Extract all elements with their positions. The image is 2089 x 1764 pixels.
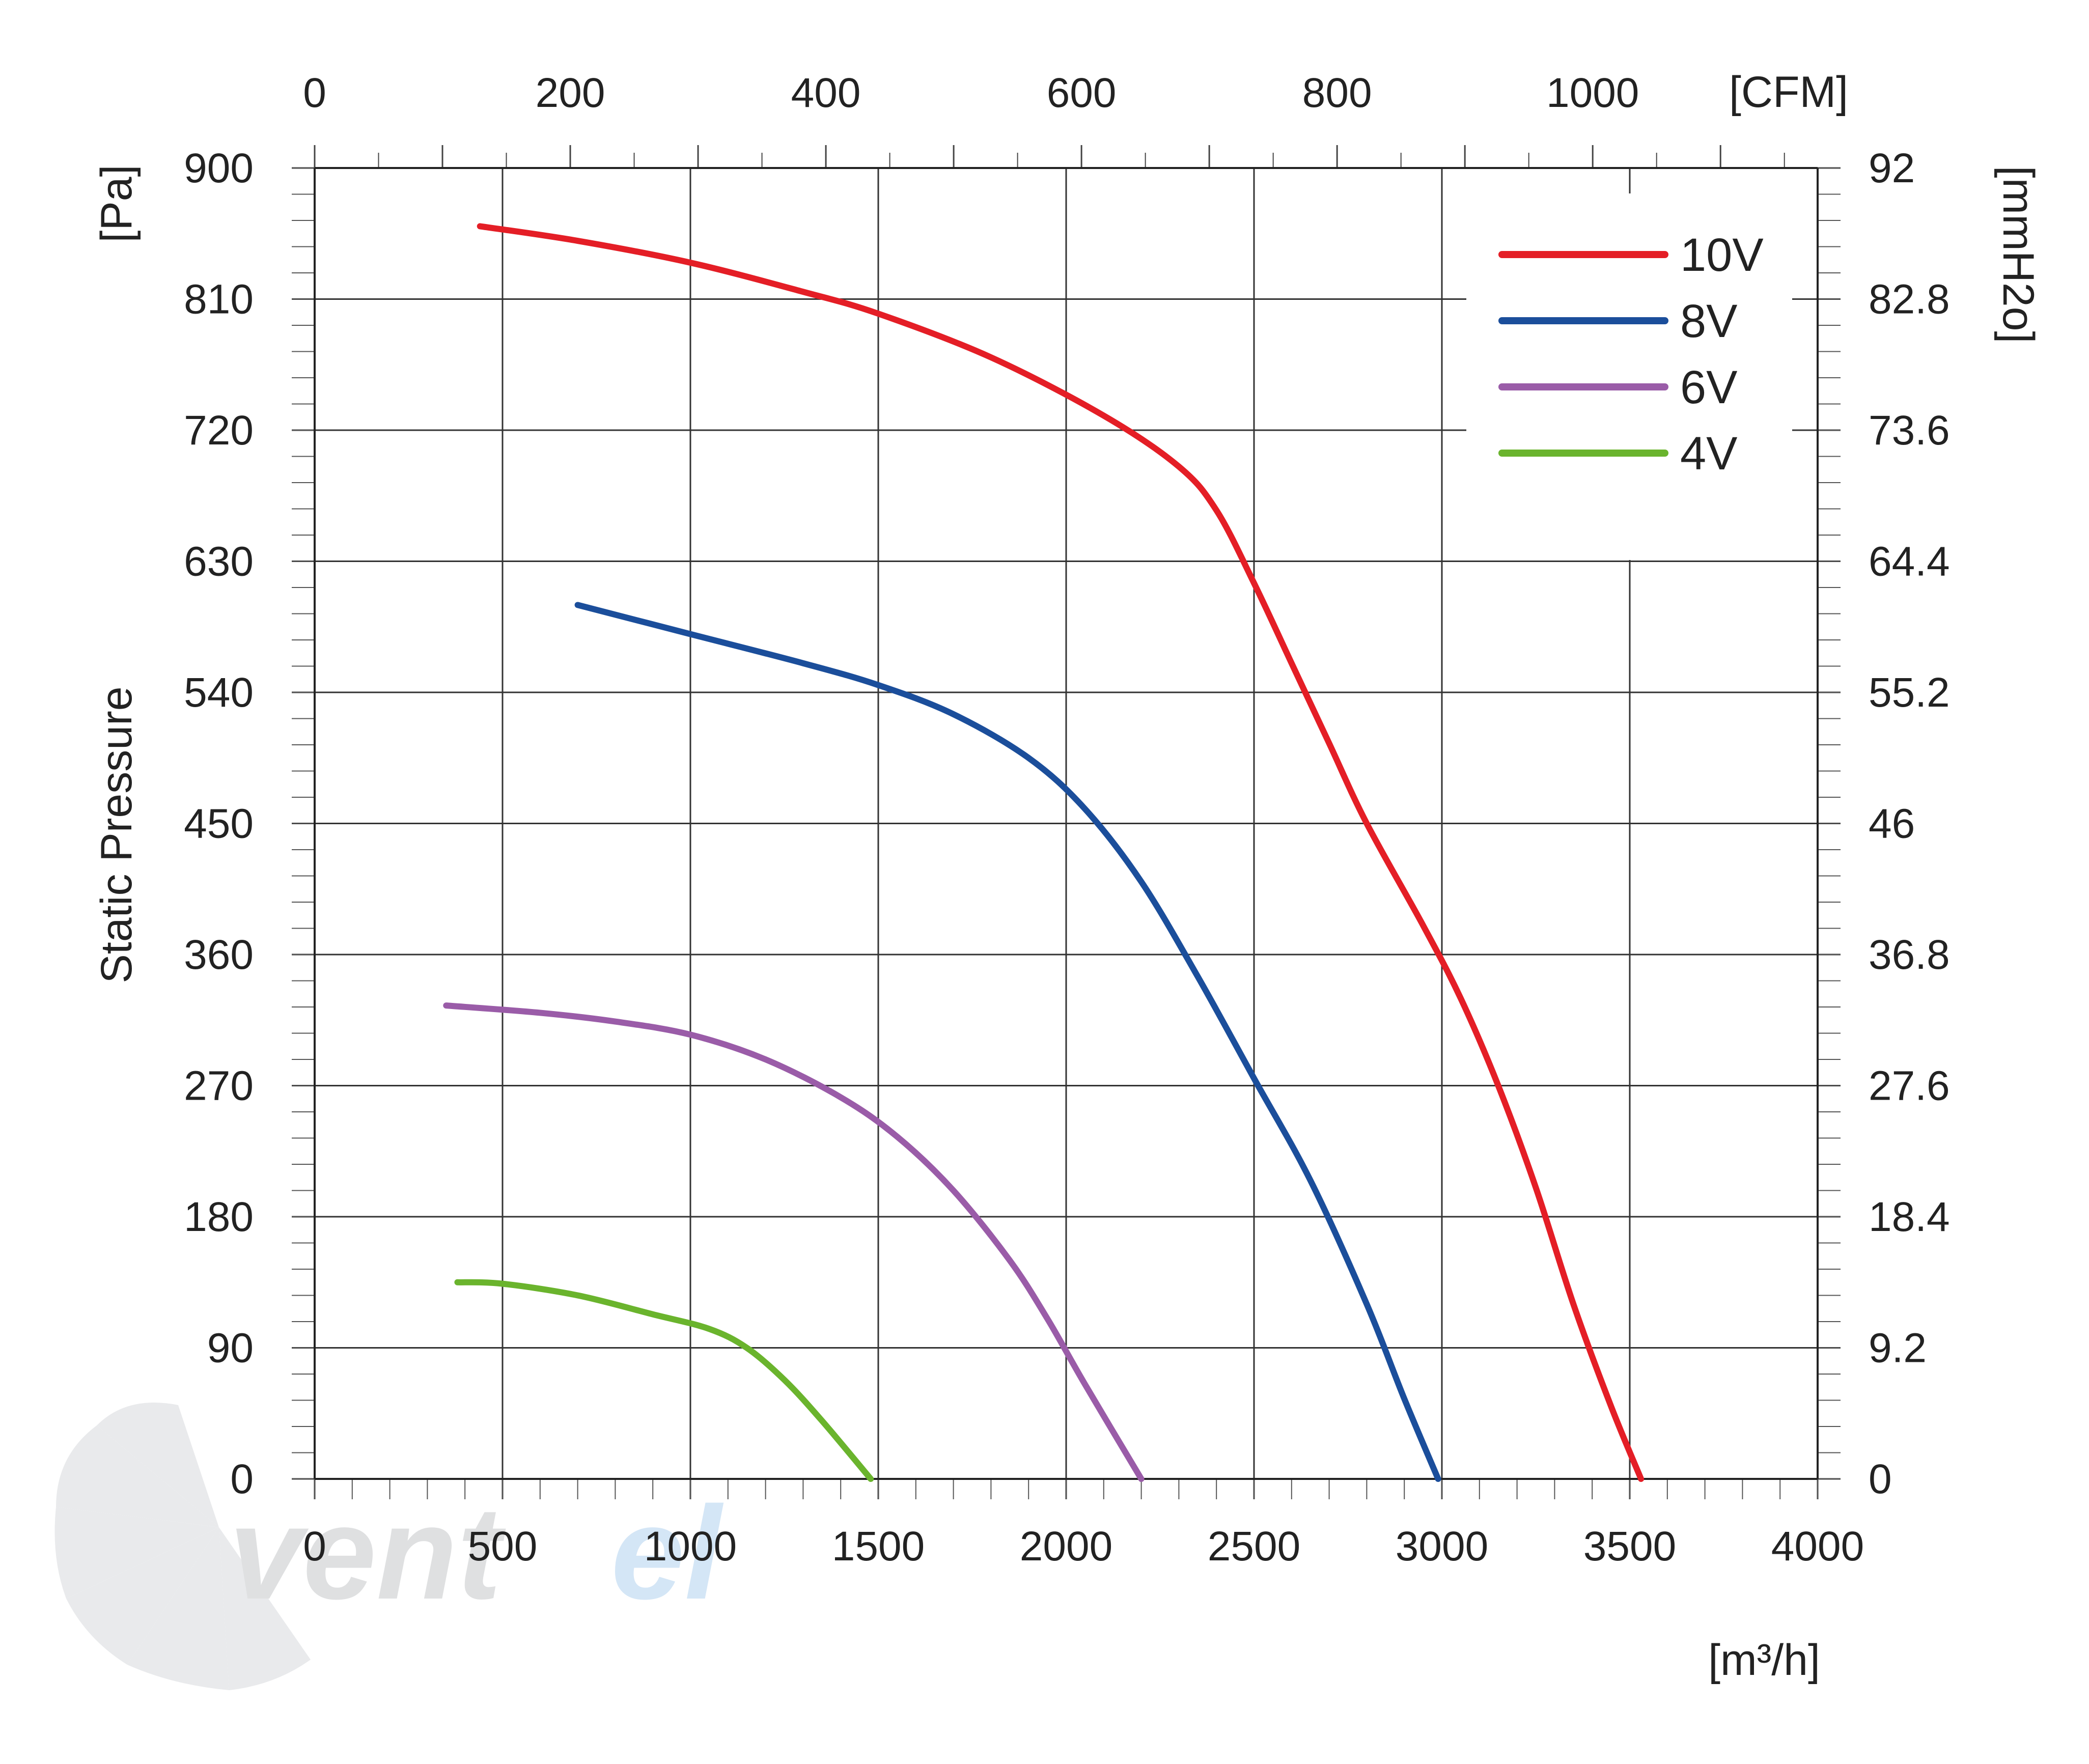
x2-tick-label: 200 xyxy=(536,70,605,116)
logo-text-main: vent xyxy=(229,1479,507,1627)
legend-label-4v: 4V xyxy=(1680,428,1738,480)
x-axis-unit-label: [m³/h] xyxy=(1708,1636,1820,1685)
ventel-logo-watermark: vent el xyxy=(54,1403,724,1690)
y2-tick-label: 27.6 xyxy=(1869,1063,1950,1109)
series-line-8v xyxy=(574,602,1441,1482)
x-tick-label: 2000 xyxy=(1020,1523,1112,1570)
x2-tick-label: 400 xyxy=(791,70,861,116)
x2-tick-label: 1000 xyxy=(1546,70,1639,116)
x-tick-label: 4000 xyxy=(1771,1523,1864,1570)
y-tick-label: 900 xyxy=(184,145,254,191)
x-tick-label: 0 xyxy=(303,1523,326,1570)
y-axis-title: Static Pressure xyxy=(92,686,141,983)
logo-text-accent: el xyxy=(611,1479,724,1627)
y-tick-label: 0 xyxy=(230,1456,254,1502)
minor-ticks xyxy=(292,145,1841,1499)
legend-label-10v: 10V xyxy=(1680,229,1764,281)
x2-tick-label: 600 xyxy=(1047,70,1117,116)
y2-tick-label: 9.2 xyxy=(1869,1325,1927,1371)
y-tick-label: 270 xyxy=(184,1063,254,1109)
y-tick-label: 360 xyxy=(184,932,254,978)
legend: 10V 8V 6V 4V xyxy=(1466,193,1792,560)
series-line-10v xyxy=(477,223,1645,1482)
x2-tick-label: 0 xyxy=(303,70,326,116)
legend-label-8v: 8V xyxy=(1680,295,1738,347)
fan-blades-icon xyxy=(54,1403,311,1690)
y-tick-label: 450 xyxy=(184,801,254,847)
axes xyxy=(314,167,1819,1480)
series-line-4v xyxy=(454,1279,874,1482)
y2-tick-label: 0 xyxy=(1869,1456,1892,1502)
y2-tick-label: 55.2 xyxy=(1869,669,1950,716)
y2-tick-label: 73.6 xyxy=(1869,407,1950,454)
series-lines xyxy=(443,223,1645,1482)
legend-label-6v: 6V xyxy=(1680,361,1738,413)
x-tick-label: 1500 xyxy=(832,1523,925,1570)
x-tick-label: 3000 xyxy=(1396,1523,1488,1570)
y2-tick-label: 46 xyxy=(1869,801,1915,847)
x2-axis-unit-label: [CFM] xyxy=(1729,68,1848,117)
y-tick-label: 630 xyxy=(184,539,254,585)
y2-tick-label: 82.8 xyxy=(1869,276,1950,323)
tick-labels: 0 0 90 9.2 180 18.4 270 27.6 360 36.8 450 46 540 55.2… xyxy=(184,70,1949,1570)
y-tick-label: 90 xyxy=(207,1325,254,1371)
y-tick-label: 540 xyxy=(184,669,254,716)
y2-tick-label: 92 xyxy=(1869,145,1915,191)
series-line-6v xyxy=(443,1002,1145,1482)
y-tick-label: 180 xyxy=(184,1194,254,1240)
x-tick-label: 500 xyxy=(468,1523,538,1570)
x-tick-label: 2500 xyxy=(1208,1523,1300,1570)
y-tick-label: 810 xyxy=(184,276,254,323)
x2-tick-label: 800 xyxy=(1302,70,1372,116)
y-axis-unit-label: [Pa] xyxy=(92,165,141,243)
y-tick-label: 720 xyxy=(184,407,254,454)
x-tick-label: 3500 xyxy=(1583,1523,1676,1570)
y2-tick-label: 64.4 xyxy=(1869,539,1950,585)
y2-axis-unit-label: [mmH2o] xyxy=(1994,166,2043,344)
y2-tick-label: 36.8 xyxy=(1869,932,1950,978)
x-tick-label: 1000 xyxy=(644,1523,737,1570)
y2-tick-label: 18.4 xyxy=(1869,1194,1950,1240)
